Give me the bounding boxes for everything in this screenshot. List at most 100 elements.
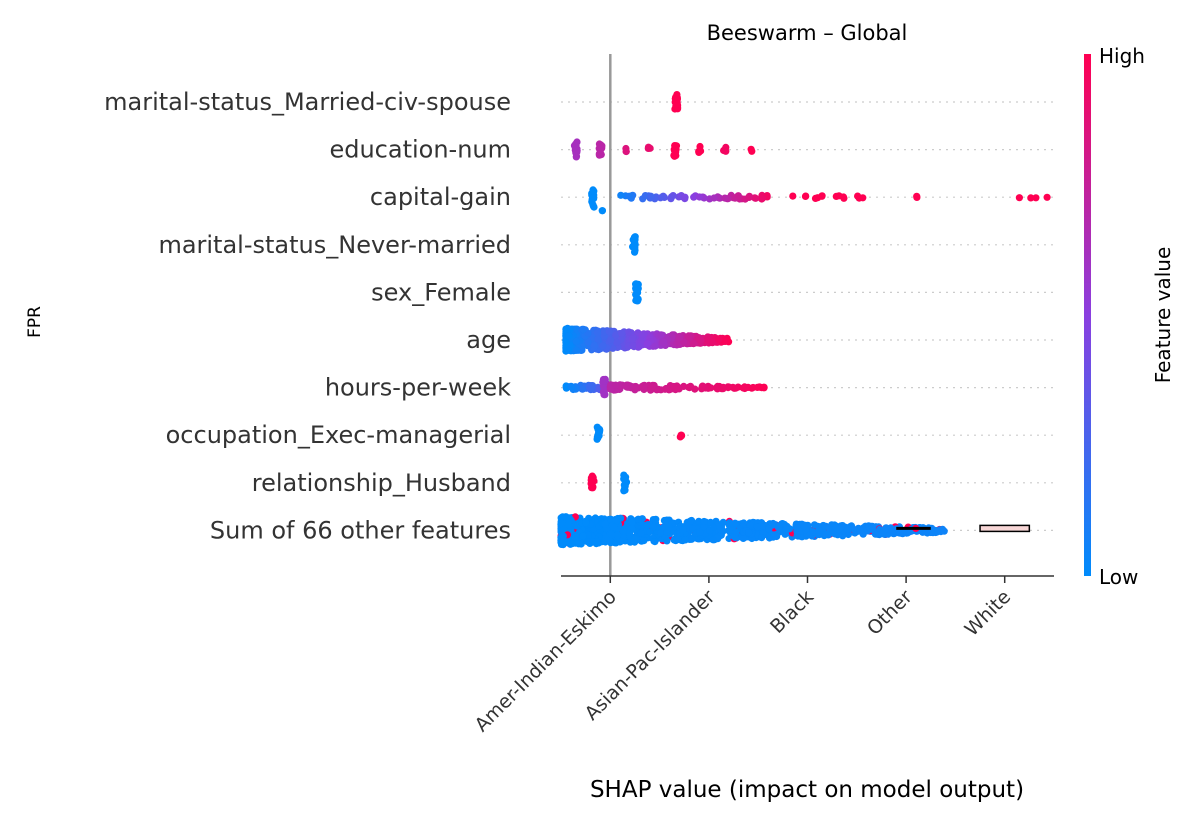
- shap-point: [720, 337, 728, 345]
- shap-point: [765, 534, 774, 542]
- shap-point: [695, 517, 703, 525]
- colorbar: [1084, 54, 1091, 576]
- shap-point: [726, 519, 734, 527]
- shap-point: [625, 192, 633, 200]
- shap-point: [835, 192, 843, 200]
- chart-title: Beeswarm – Global: [707, 21, 908, 45]
- shap-point: [657, 331, 665, 339]
- shap-point: [673, 384, 681, 392]
- shap-point: [594, 329, 602, 337]
- shap-point: [619, 527, 627, 535]
- shap-point: [821, 531, 830, 539]
- shap-point: [753, 523, 762, 531]
- shap-point: [927, 528, 935, 537]
- box-marker: [979, 524, 1031, 533]
- shap-point: [620, 487, 628, 495]
- shap-point: [649, 383, 657, 391]
- shap-point: [933, 528, 941, 536]
- shap-point: [626, 529, 634, 537]
- shap-point: [595, 151, 604, 159]
- shap-point: [818, 192, 826, 200]
- shap-point: [665, 523, 673, 531]
- shap-point: [656, 529, 665, 537]
- shap-point: [606, 385, 615, 393]
- shap-point: [859, 194, 867, 202]
- shap-point: [900, 528, 908, 537]
- shap-point: [589, 202, 598, 210]
- shap-point: [1015, 194, 1024, 202]
- shap-point: [732, 528, 740, 536]
- shap-point: [745, 192, 754, 200]
- x-axis-label: SHAP value (impact on model output): [590, 777, 1024, 803]
- shap-point: [557, 520, 565, 528]
- shap-point: [802, 192, 810, 200]
- shap-point: [696, 528, 704, 537]
- shap-point: [815, 526, 823, 534]
- shap-point: [747, 145, 755, 153]
- feature-label: marital-status_Married-civ-spouse: [104, 88, 511, 116]
- shap-point: [573, 346, 581, 354]
- shap-point: [789, 192, 797, 200]
- shap-point: [674, 105, 682, 113]
- shap-point: [613, 338, 621, 346]
- shap-point: [758, 534, 766, 542]
- shap-point: [564, 515, 572, 523]
- shap-point: [587, 382, 595, 390]
- feature-label: sex_Female: [371, 278, 511, 306]
- shap-point: [695, 193, 704, 201]
- shap-point: [559, 532, 567, 540]
- shap-point: [688, 535, 696, 543]
- colorbar-high-label: High: [1099, 44, 1145, 68]
- shap-point: [589, 538, 597, 546]
- shap-point: [607, 515, 615, 523]
- shap-point: [641, 192, 650, 200]
- feature-label: relationship_Husband: [252, 469, 511, 497]
- shap-point: [632, 382, 640, 391]
- shap-point: [594, 335, 602, 343]
- shap-point: [730, 384, 738, 392]
- feature-label: marital-status_Never-married: [158, 231, 511, 259]
- shap-point: [765, 525, 773, 533]
- shap-point: [715, 335, 723, 343]
- shap-point: [656, 194, 665, 202]
- shap-point: [809, 528, 817, 536]
- shap-point: [597, 141, 605, 149]
- shap-point: [700, 523, 708, 531]
- shap-point: [662, 384, 670, 393]
- shap-point: [671, 95, 679, 103]
- shap-point: [582, 519, 590, 527]
- shap-point: [598, 207, 606, 215]
- shap-point: [651, 538, 659, 546]
- x-tick-label: White: [961, 586, 1016, 641]
- shap-point: [686, 382, 695, 390]
- shap-point: [698, 382, 706, 390]
- shap-point: [707, 384, 715, 392]
- shap-point: [775, 522, 783, 530]
- shap-point: [589, 484, 597, 492]
- shap-point: [681, 193, 689, 201]
- shap-point: [564, 521, 572, 529]
- shap-point: [676, 334, 684, 342]
- shap-point: [572, 337, 580, 346]
- feature-label: Sum of 66 other features: [210, 516, 511, 544]
- shap-point: [1032, 194, 1040, 202]
- shap-point: [590, 342, 598, 350]
- colorbar-low-label: Low: [1099, 565, 1138, 589]
- shap-point: [687, 517, 695, 525]
- shap-point: [913, 192, 921, 200]
- shap-point: [596, 427, 604, 435]
- shap-point: [589, 475, 597, 483]
- shap-point: [632, 280, 640, 288]
- shap-point: [681, 536, 690, 544]
- shap-point: [710, 194, 718, 202]
- shap-point: [637, 529, 645, 537]
- shap-point: [646, 144, 654, 152]
- shap-point: [667, 195, 675, 203]
- feature-label: education-num: [329, 136, 511, 164]
- shap-point: [578, 385, 587, 393]
- shap-point: [640, 537, 648, 545]
- shap-point: [811, 194, 820, 202]
- shap-point: [626, 538, 634, 546]
- feature-label: age: [466, 326, 511, 354]
